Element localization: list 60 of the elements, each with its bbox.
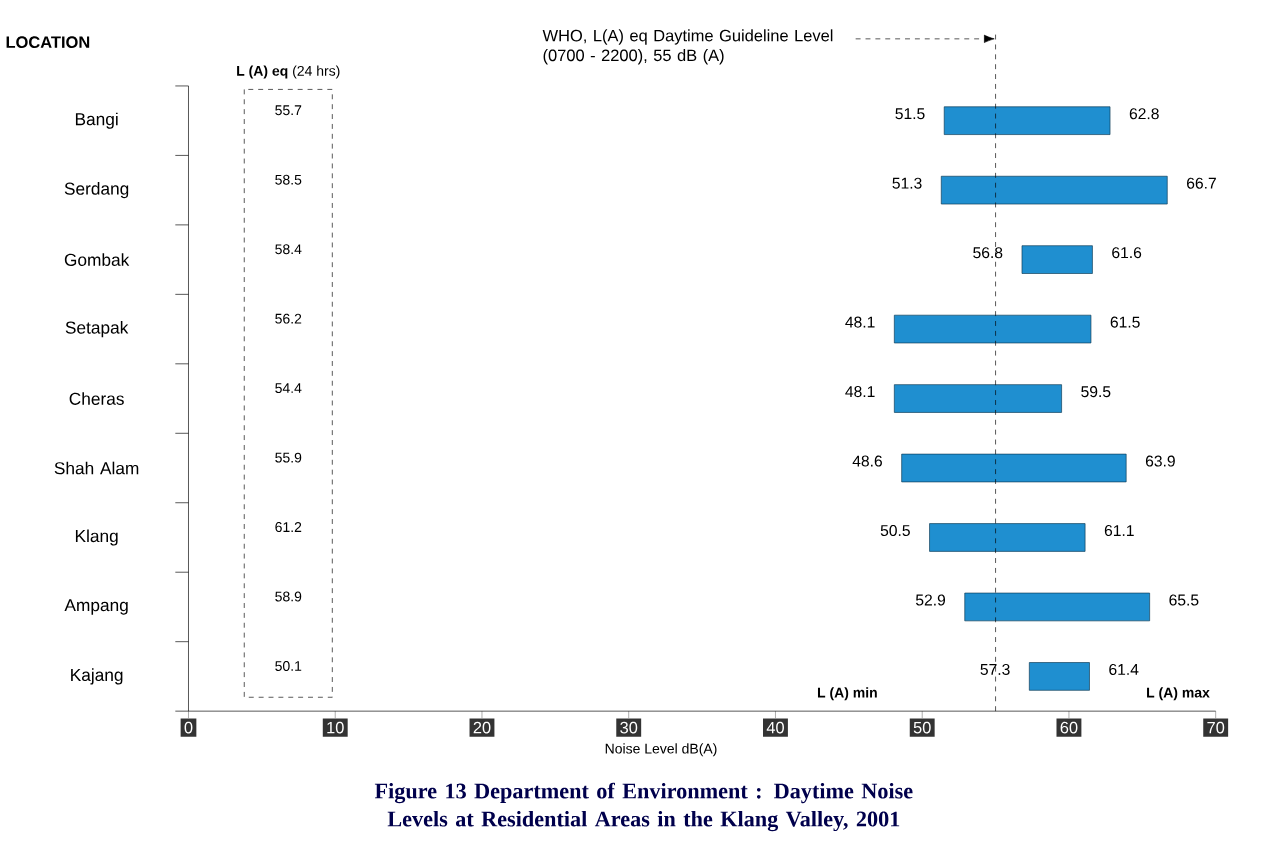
annotation: 48.1 [845, 385, 875, 397]
x-tick-label: 70 [1207, 721, 1225, 734]
annotation: 52.9 [915, 594, 946, 606]
annotation: 50.1 [275, 660, 302, 671]
text: Figure 13 Department of Environment : Daytime Noise Levels at Residential Areas in the Klang Valley, 2001 [374, 782, 913, 832]
annotation: 61.1 [1104, 524, 1134, 536]
x-axis-title: Noise Level dB(A) [605, 743, 717, 757]
x-tick-label: 0 [184, 721, 193, 734]
bar [893, 314, 1092, 344]
annotation: L (A) min [817, 687, 877, 701]
annotation: 48.6 [852, 455, 882, 467]
annotation: 56.8 [973, 246, 1003, 259]
y-tick-label: Shah Alam [54, 461, 139, 475]
bar [964, 592, 1150, 622]
annotation: L (A) max [1147, 687, 1210, 701]
annotation: 65.5 [1169, 594, 1199, 606]
annotation: 50.5 [880, 524, 910, 536]
annotation: 61.2 [275, 521, 302, 532]
annotation: 48.1 [845, 316, 875, 328]
annotation: 61.4 [1109, 663, 1139, 675]
x-tick-label: 10 [327, 721, 344, 734]
y-axis-title: LOCATION [6, 36, 90, 48]
text: L (A) eq (24 hrs) [237, 65, 340, 79]
y-tick-label: Setapak [65, 320, 129, 337]
annotation: 56.2 [275, 313, 302, 324]
annotation: 66.7 [1187, 177, 1216, 189]
y-tick-label: Klang [75, 529, 118, 546]
x-tick-label: 40 [766, 721, 784, 734]
annotation: 51.3 [892, 177, 922, 189]
annotation: 59.5 [1081, 385, 1111, 397]
bar [1021, 245, 1093, 274]
y-tick-label: Gombak [64, 253, 130, 266]
annotation: 57.3 [980, 663, 1010, 675]
annotation: 63.9 [1145, 455, 1175, 467]
annotation: 61.6 [1112, 246, 1142, 259]
bar [901, 453, 1127, 483]
bar [893, 384, 1062, 413]
bar [943, 106, 1111, 135]
annotation: 55.9 [275, 452, 302, 463]
y-tick-label: Ampang [64, 599, 128, 615]
annotation: 61.5 [1110, 316, 1140, 328]
x-tick-label: 50 [913, 721, 931, 734]
annotation: 62.8 [1129, 108, 1159, 120]
annotation: 55.7 [275, 105, 302, 115]
bar [1028, 662, 1090, 691]
y-tick-label: Bangi [75, 112, 118, 129]
annotation: 58.9 [275, 591, 302, 602]
y-tick-label: Serdang [64, 181, 129, 199]
x-tick-label: 20 [473, 721, 491, 734]
y-tick-label: Cheras [69, 392, 124, 405]
x-tick-label: 60 [1060, 721, 1078, 734]
bar [929, 523, 1086, 552]
annotation: 54.4 [275, 383, 302, 393]
ref-line-label: WHO, L(A) eq Daytime Guideline Level (0700 - 2200), 55 dB (A) [542, 29, 833, 65]
x-tick-label: 30 [620, 721, 638, 734]
y-tick-label: Kajang [71, 668, 123, 685]
annotation: 51.5 [895, 108, 925, 120]
annotation: 58.4 [275, 244, 302, 254]
bar [940, 175, 1168, 205]
annotation: 58.5 [275, 174, 302, 185]
